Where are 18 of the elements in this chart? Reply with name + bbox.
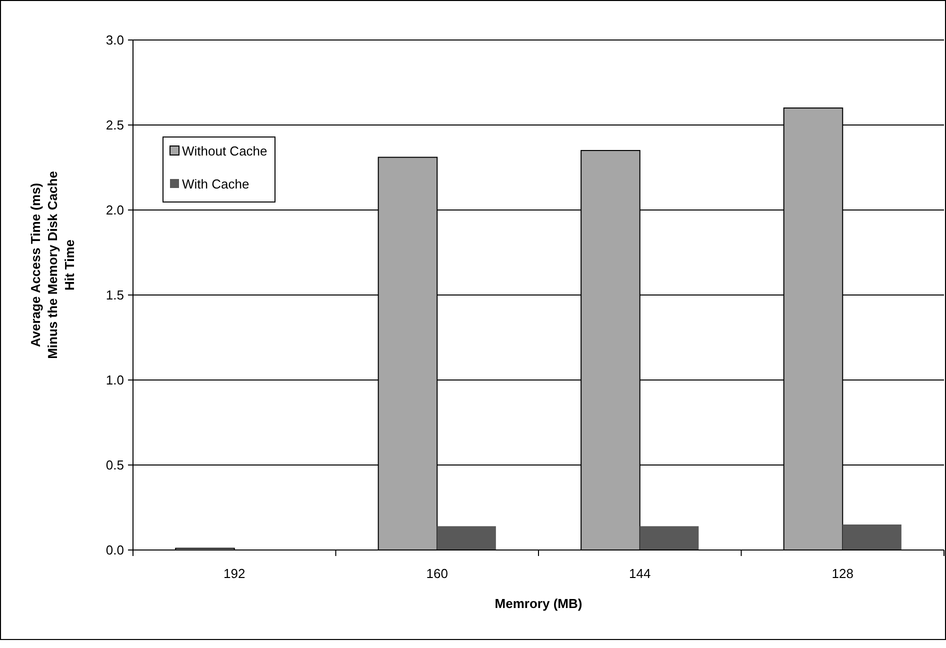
bar <box>640 526 699 550</box>
x-axis-title: Memrory (MB) <box>494 596 582 611</box>
y-tick-label: 3.0 <box>106 32 124 48</box>
y-tick-label: 0.0 <box>106 542 124 558</box>
x-tick-label: 128 <box>832 566 854 581</box>
x-tick-label: 160 <box>426 566 448 581</box>
legend-label: Without Cache <box>182 144 268 159</box>
x-tick-label: 192 <box>224 566 246 581</box>
bar <box>437 526 496 550</box>
y-tick-label: 2.5 <box>106 118 124 133</box>
y-tick-label: 0.5 <box>106 458 124 473</box>
y-tick-label: 1.5 <box>106 288 124 303</box>
legend-label: With Cache <box>182 176 250 192</box>
y-axis-title: Average Access Time (ms) Minus the Memory Disk Cache Hit Time <box>28 171 77 359</box>
bar <box>842 524 902 550</box>
y-tick-label: 2.0 <box>106 202 124 218</box>
y-tick-label: 1.0 <box>106 372 124 388</box>
x-tick-label: 144 <box>629 566 651 581</box>
